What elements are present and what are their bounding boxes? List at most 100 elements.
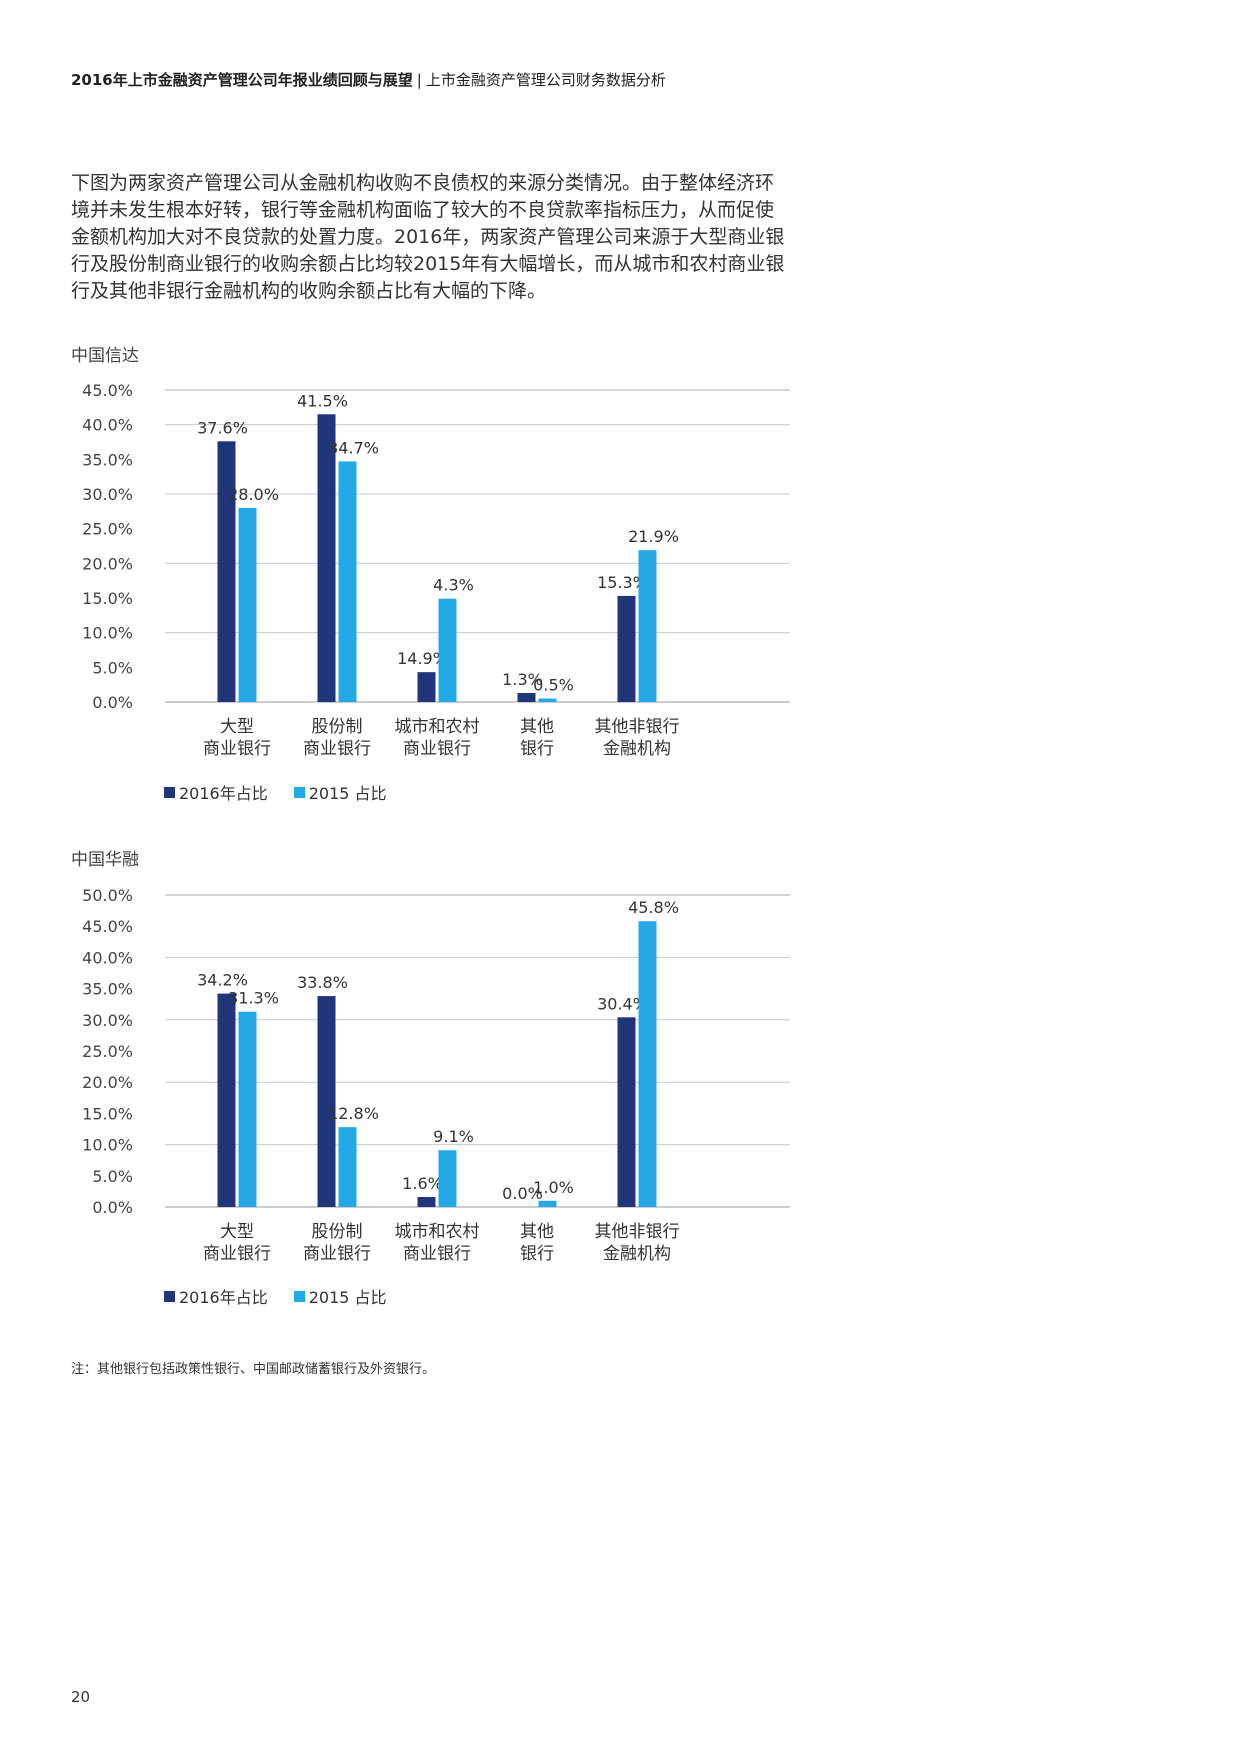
bar-2015 xyxy=(438,1150,457,1207)
y-tick-label: 40.0% xyxy=(82,416,133,435)
y-tick-label: 0.0% xyxy=(92,693,133,712)
legend-cinda: 2016年占比 2015 占比 xyxy=(164,780,387,804)
bar-2015 xyxy=(338,1127,357,1207)
legend-label-2015: 2015 占比 xyxy=(308,784,387,803)
data-label-2016: 34.2% xyxy=(197,971,248,990)
legend-swatch-2016 xyxy=(164,1290,175,1302)
intro-line: 境并未发生根本好转，银行等金融机构面临了较大的不良贷款率指标压力，从而促使 xyxy=(71,199,775,221)
bar-2015 xyxy=(538,1200,557,1207)
y-tick-label: 5.0% xyxy=(92,1167,133,1186)
data-label-2016: 14.9% xyxy=(397,649,448,668)
legend-item-2015: 2015 占比 xyxy=(293,1284,387,1308)
bar-2016 xyxy=(617,1017,636,1207)
x-tick-label: 商业银行 xyxy=(203,1244,271,1264)
bar-2015 xyxy=(638,921,657,1207)
header-separator: | xyxy=(416,71,422,89)
bar-2016 xyxy=(217,993,236,1207)
data-label-2015: 12.8% xyxy=(328,1104,379,1123)
y-tick-label: 10.0% xyxy=(82,1136,133,1155)
x-tick-label: 商业银行 xyxy=(403,1244,471,1264)
page-number: 20 xyxy=(71,1688,91,1706)
data-label-2015: 0.5% xyxy=(533,676,574,695)
chart-title-cinda: 中国信达 xyxy=(71,346,139,366)
data-label-2016: 1.3% xyxy=(502,670,543,689)
bar-2015 xyxy=(638,550,657,702)
data-label-2015: 45.8% xyxy=(628,898,679,917)
data-label-2015: 28.0% xyxy=(228,485,279,504)
legend-item-2015: 2015 占比 xyxy=(293,780,387,804)
x-tick-label: 大型 xyxy=(220,717,254,737)
legend-huarong: 2016年占比 2015 占比 xyxy=(164,1284,387,1308)
x-tick-label: 其他 xyxy=(520,717,554,737)
x-tick-label: 其他 xyxy=(520,1222,554,1242)
bar-2015 xyxy=(438,598,457,702)
x-tick-label: 商业银行 xyxy=(403,739,471,759)
data-label-2016: 15.3% xyxy=(597,573,648,592)
x-tick-label: 城市和农村 xyxy=(395,717,480,737)
x-tick-label: 金融机构 xyxy=(603,1244,671,1264)
y-tick-label: 25.0% xyxy=(82,520,133,539)
bar-2016 xyxy=(617,595,636,702)
bar-2015 xyxy=(338,461,357,702)
y-tick-label: 30.0% xyxy=(82,1011,133,1030)
intro-paragraph: 下图为两家资产管理公司从金融机构收购不良债权的来源分类情况。由于整体经济环 境并… xyxy=(71,170,811,305)
legend-label-2016: 2016年占比 xyxy=(179,1288,268,1307)
x-tick-label: 银行 xyxy=(520,739,554,759)
bar-2016 xyxy=(317,996,336,1207)
bar-chart-huarong: 0.0% 5.0% 10.0% 15.0% 20.0% 25.0% 30.0% 35.0% 40… xyxy=(82,886,790,1264)
x-tick-label: 城市和农村 xyxy=(395,1222,480,1242)
data-label-2016: 30.4% xyxy=(597,994,648,1013)
chart-title-huarong: 中国华融 xyxy=(71,850,139,870)
data-label-2016: 33.8% xyxy=(297,973,348,992)
y-tick-label: 45.0% xyxy=(82,917,133,936)
bar-2016 xyxy=(217,441,236,702)
bar-2016 xyxy=(517,692,536,702)
y-tick-label: 15.0% xyxy=(82,589,133,608)
legend-swatch-2016 xyxy=(164,786,175,798)
legend-label-2016: 2016年占比 xyxy=(179,784,268,803)
y-tick-label: 10.0% xyxy=(82,624,133,643)
y-tick-label: 30.0% xyxy=(82,485,133,504)
x-tick-label: 股份制 xyxy=(312,1222,363,1242)
y-tick-label: 5.0% xyxy=(92,658,133,677)
x-tick-label: 金融机构 xyxy=(603,739,671,759)
header-section: 上市金融资产管理公司财务数据分析 xyxy=(425,71,666,89)
y-tick-label: 45.0% xyxy=(82,381,133,400)
data-label-2015: 31.3% xyxy=(228,989,279,1008)
bar-2015 xyxy=(538,698,557,702)
x-tick-label: 商业银行 xyxy=(303,1244,371,1264)
intro-line: 下图为两家资产管理公司从金融机构收购不良债权的来源分类情况。由于整体经济环 xyxy=(71,172,775,194)
y-tick-label: 40.0% xyxy=(82,948,133,967)
y-tick-label: 20.0% xyxy=(82,1073,133,1092)
intro-line: 行及股份制商业银行的收购余额占比均较2015年有大幅增长，而从城市和农村商业银 xyxy=(71,253,785,275)
x-tick-label: 股份制 xyxy=(312,717,363,737)
x-tick-label: 商业银行 xyxy=(303,739,371,759)
data-label-2015: 21.9% xyxy=(628,527,679,546)
bar-2016 xyxy=(417,1197,436,1207)
data-label-2016: 41.5% xyxy=(297,391,348,410)
page-header: 2016年上市金融资产管理公司年报业绩回顾与展望 | 上市金融资产管理公司财务数据分… xyxy=(71,69,666,90)
y-tick-label: 35.0% xyxy=(82,450,133,469)
intro-line: 行及其他非银行金融机构的收购余额占比有大幅的下降。 xyxy=(71,280,547,302)
data-label-2016: 37.6% xyxy=(197,418,248,437)
legend-item-2016: 2016年占比 xyxy=(164,1284,268,1308)
bar-chart-cinda: 0.0% 5.0% 10.0% 15.0% 20.0% 25.0% 30.0% 35.0% 40… xyxy=(82,381,790,759)
y-tick-label: 50.0% xyxy=(82,886,133,905)
legend-swatch-2015 xyxy=(293,786,305,798)
bar-2016 xyxy=(317,414,336,702)
header-title: 2016年上市金融资产管理公司年报业绩回顾与展望 xyxy=(71,71,413,89)
intro-line: 金额机构加大对不良贷款的处置力度。2016年，两家资产管理公司来源于大型商业银 xyxy=(71,226,785,248)
data-label-2015: 1.0% xyxy=(533,1178,574,1197)
x-tick-label: 商业银行 xyxy=(203,739,271,759)
data-label-2015: 34.7% xyxy=(328,438,379,457)
y-tick-label: 20.0% xyxy=(82,554,133,573)
data-label-2016: 0.0% xyxy=(502,1184,543,1203)
footnote: 注：其他银行包括政策性银行、中国邮政储蓄银行及外资银行。 xyxy=(71,1362,436,1377)
y-tick-label: 15.0% xyxy=(82,1104,133,1123)
data-label-2015: 9.1% xyxy=(433,1127,474,1146)
x-tick-label: 其他非银行 xyxy=(595,1222,680,1242)
legend-label-2015: 2015 占比 xyxy=(308,1288,387,1307)
x-tick-label: 大型 xyxy=(220,1222,254,1242)
y-tick-label: 35.0% xyxy=(82,980,133,999)
y-tick-label: 0.0% xyxy=(92,1198,133,1217)
